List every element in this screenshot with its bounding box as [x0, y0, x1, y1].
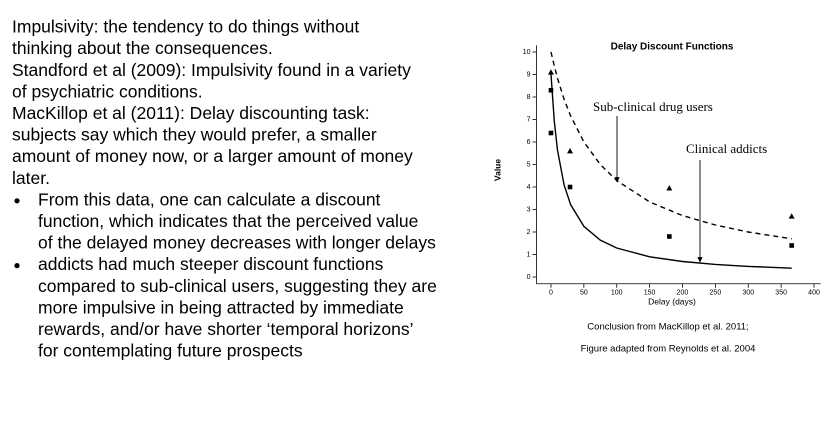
bullet-text: for contemplating future prospects — [38, 341, 303, 361]
x-tick-label: 150 — [644, 290, 656, 297]
square-point — [567, 184, 573, 190]
x-tick-label: 300 — [742, 290, 754, 297]
x-tick-label: 0 — [549, 290, 553, 297]
square-point — [548, 87, 554, 93]
square-point — [548, 130, 554, 136]
bullet-text: addicts had much steeper discount functi… — [38, 254, 384, 274]
caption: Figure adapted from Reynolds et al. 2004 — [581, 344, 756, 355]
y-tick-label: 6 — [527, 139, 531, 146]
x-tick-label: 100 — [611, 290, 623, 297]
bullet-dot — [14, 198, 20, 204]
y-axis-label: Value — [492, 159, 502, 181]
square-point — [667, 234, 672, 239]
y-tick-label: 8 — [527, 94, 531, 101]
body-text: MacKillop et al (2011): Delay discountin… — [12, 103, 370, 123]
body-text: Impulsivity: the tendency to do things w… — [12, 17, 359, 37]
y-tick-label: 9 — [527, 71, 531, 78]
bullet-text: From this data, one can calculate a disc… — [38, 189, 381, 209]
curve — [550, 74, 792, 269]
bullet-text: compared to sub-clinical users, suggesti… — [38, 276, 437, 296]
x-tick-label: 250 — [710, 290, 722, 297]
annotation: Sub-clinical drug users — [593, 99, 713, 114]
y-tick-label: 7 — [527, 116, 531, 123]
body-text: thinking about the consequences. — [12, 38, 273, 58]
triangle-point — [547, 69, 554, 75]
y-tick-label: 4 — [527, 184, 531, 191]
body-text: Standford et al (2009): Impulsivity foun… — [12, 60, 411, 80]
y-tick-label: 0 — [527, 274, 531, 281]
triangle-point — [788, 213, 795, 219]
annotation: Clinical addicts — [686, 141, 767, 156]
y-tick-label: 10 — [523, 49, 531, 56]
triangle-point — [567, 148, 574, 154]
x-tick-label: 50 — [580, 290, 588, 297]
y-tick-label: 1 — [527, 251, 531, 258]
x-axis-label: Delay (days) — [648, 296, 696, 306]
triangle-point — [666, 185, 673, 191]
bullet-dot — [14, 263, 20, 269]
bullet-text: function, which indicates that the perce… — [38, 211, 418, 231]
x-tick-label: 350 — [775, 290, 787, 297]
caption: Conclusion from MacKillop et al. 2011; — [587, 322, 748, 333]
chart-title: Delay Discount Functions — [611, 42, 734, 53]
body-text: of psychiatric conditions. — [12, 81, 203, 101]
body-text: subjects say which they would prefer, a … — [12, 125, 377, 145]
x-tick-label: 400 — [808, 290, 820, 297]
curve — [550, 51, 792, 240]
y-tick-label: 3 — [527, 206, 531, 213]
bullet-text: more impulsive in being attracted by imm… — [38, 297, 404, 317]
bullet-text: rewards, and/or have shorter ‘temporal h… — [38, 319, 413, 339]
bullet-text: of the delayed money decreases with long… — [38, 233, 436, 253]
y-tick-label: 5 — [527, 161, 531, 168]
y-tick-label: 2 — [527, 229, 531, 236]
body-text: later. — [12, 168, 50, 188]
body-text: amount of money now, or a larger amount … — [12, 146, 413, 166]
x-tick-label: 200 — [677, 290, 689, 297]
square-point — [789, 243, 794, 248]
